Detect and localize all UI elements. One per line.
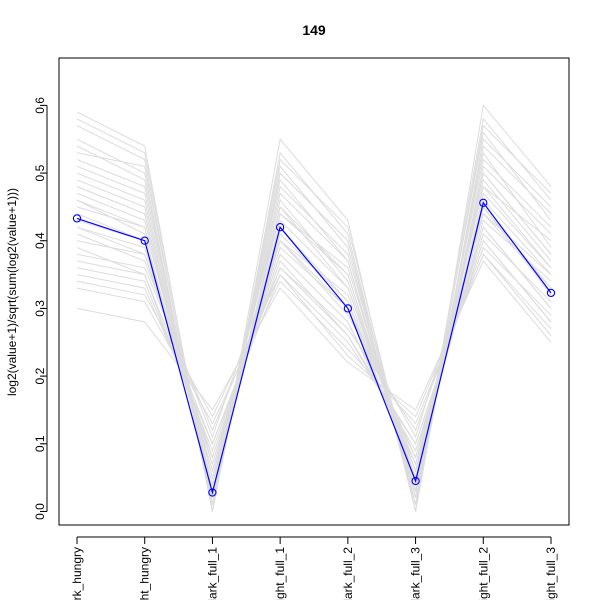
- y-tick-label: 0.0: [33, 503, 47, 520]
- highlight-series-group: [72, 198, 556, 497]
- highlight-point: [546, 288, 556, 298]
- highlight-series-line: [76, 201, 552, 495]
- background-series-line: [76, 226, 552, 466]
- background-series-line: [76, 178, 552, 487]
- x-tick-label: light_full_3: [544, 547, 558, 600]
- background-series-group: [76, 104, 552, 512]
- x-tick-label: ark_hungry: [70, 547, 84, 600]
- x-tick-label: dark_full_2: [341, 547, 355, 600]
- x-tick-label: dark_full_3: [409, 547, 423, 600]
- x-tick-label: light_full_2: [476, 547, 490, 600]
- y-tick-label: 0.3: [33, 300, 47, 317]
- background-series-line: [76, 104, 552, 512]
- x-tick-label: light_full_1: [273, 547, 287, 600]
- background-series-line: [76, 124, 552, 512]
- background-series-line: [76, 165, 552, 499]
- background-series-line: [76, 239, 552, 446]
- plot-frame: [58, 57, 570, 526]
- y-tick-label: 0.4: [33, 232, 47, 249]
- background-series-line: [76, 253, 552, 425]
- highlight-point: [208, 488, 217, 497]
- background-series-line: [76, 171, 552, 492]
- background-series-line: [76, 185, 552, 480]
- highlight-point: [140, 236, 149, 245]
- chart-title: 149: [302, 22, 326, 38]
- y-axis-title: log2(value+1)/sqrt(sum(log2(value+1))): [5, 188, 19, 396]
- highlight-point: [72, 214, 82, 223]
- background-series-line: [76, 233, 552, 453]
- background-series-line: [76, 131, 552, 505]
- y-tick-label: 0.5: [33, 164, 47, 181]
- x-tick-label: dark_full_1: [205, 547, 219, 600]
- background-series-line: [76, 260, 552, 411]
- y-axis: 0.0 0.1 0.2 0.3 0.4 0.5 0.6: [33, 97, 48, 520]
- background-series-line: [76, 253, 552, 418]
- background-series-line: [76, 151, 552, 499]
- y-tick-label: 0.6: [33, 97, 47, 114]
- highlight-point: [479, 198, 488, 207]
- y-tick-label: 0.1: [33, 435, 47, 452]
- highlight-point: [411, 476, 420, 486]
- background-series-line: [76, 199, 552, 480]
- highlight-point: [275, 223, 285, 232]
- y-tick-label: 0.2: [33, 367, 47, 384]
- x-axis: ark_hungry ght_hungry dark_full_1 light_ful…: [70, 536, 558, 600]
- x-tick-label: ght_hungry: [138, 547, 152, 600]
- highlight-point: [343, 304, 353, 313]
